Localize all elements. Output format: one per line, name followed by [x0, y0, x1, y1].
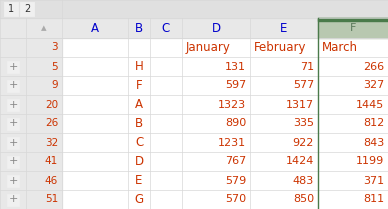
Bar: [4, 2, 18, 16]
Text: February: February: [254, 41, 307, 54]
Text: 767: 767: [225, 157, 246, 167]
Text: E: E: [135, 174, 143, 187]
Text: March: March: [322, 41, 358, 54]
Text: ▴: ▴: [41, 23, 47, 33]
Text: January: January: [186, 41, 231, 54]
Text: +: +: [8, 61, 18, 71]
Text: 1445: 1445: [356, 99, 384, 110]
Text: 327: 327: [363, 80, 384, 90]
Text: +: +: [8, 138, 18, 148]
Text: +: +: [8, 119, 18, 129]
Text: A: A: [91, 22, 99, 34]
Text: 371: 371: [363, 176, 384, 186]
Text: B: B: [135, 117, 143, 130]
Bar: [0, 0, 388, 18]
Text: 32: 32: [45, 138, 58, 148]
Bar: [7, 155, 19, 167]
Bar: [0, 38, 62, 209]
Text: E: E: [280, 22, 288, 34]
Text: B: B: [135, 22, 143, 34]
Text: +: +: [8, 157, 18, 167]
Text: F: F: [136, 79, 142, 92]
Text: G: G: [134, 193, 144, 206]
Text: 71: 71: [300, 61, 314, 71]
Bar: [7, 117, 19, 130]
Bar: [7, 175, 19, 186]
Bar: [62, 38, 388, 209]
Text: 266: 266: [363, 61, 384, 71]
Text: 335: 335: [293, 119, 314, 129]
Bar: [7, 194, 19, 205]
Text: 850: 850: [293, 195, 314, 204]
Text: +: +: [8, 99, 18, 110]
Text: 20: 20: [45, 99, 58, 110]
Text: 890: 890: [225, 119, 246, 129]
Text: 3: 3: [51, 42, 58, 52]
Text: 9: 9: [51, 80, 58, 90]
Text: 811: 811: [363, 195, 384, 204]
Bar: [7, 98, 19, 111]
Text: 1317: 1317: [286, 99, 314, 110]
Text: 577: 577: [293, 80, 314, 90]
Text: 5: 5: [51, 61, 58, 71]
Text: D: D: [211, 22, 220, 34]
Bar: [318, 18, 388, 38]
Text: 812: 812: [363, 119, 384, 129]
Bar: [7, 79, 19, 92]
Text: F: F: [350, 23, 356, 33]
Text: 41: 41: [45, 157, 58, 167]
Text: 2: 2: [24, 4, 30, 14]
Bar: [0, 18, 388, 38]
Bar: [20, 2, 34, 16]
Bar: [318, 18, 388, 21]
Text: +: +: [8, 195, 18, 204]
Text: 46: 46: [45, 176, 58, 186]
Text: +: +: [8, 176, 18, 186]
Text: 922: 922: [293, 138, 314, 148]
Text: 1199: 1199: [356, 157, 384, 167]
Text: 570: 570: [225, 195, 246, 204]
Text: C: C: [162, 22, 170, 34]
Text: 579: 579: [225, 176, 246, 186]
Bar: [7, 60, 19, 73]
Text: 483: 483: [293, 176, 314, 186]
Text: C: C: [135, 136, 143, 149]
Text: 1231: 1231: [218, 138, 246, 148]
Text: D: D: [134, 155, 144, 168]
Text: 1424: 1424: [286, 157, 314, 167]
Text: 51: 51: [45, 195, 58, 204]
Text: 1: 1: [8, 4, 14, 14]
Bar: [7, 136, 19, 149]
Text: A: A: [135, 98, 143, 111]
Text: H: H: [135, 60, 144, 73]
Text: 843: 843: [363, 138, 384, 148]
Text: 131: 131: [225, 61, 246, 71]
Text: +: +: [8, 80, 18, 90]
Text: 26: 26: [45, 119, 58, 129]
Text: 1323: 1323: [218, 99, 246, 110]
Text: 597: 597: [225, 80, 246, 90]
